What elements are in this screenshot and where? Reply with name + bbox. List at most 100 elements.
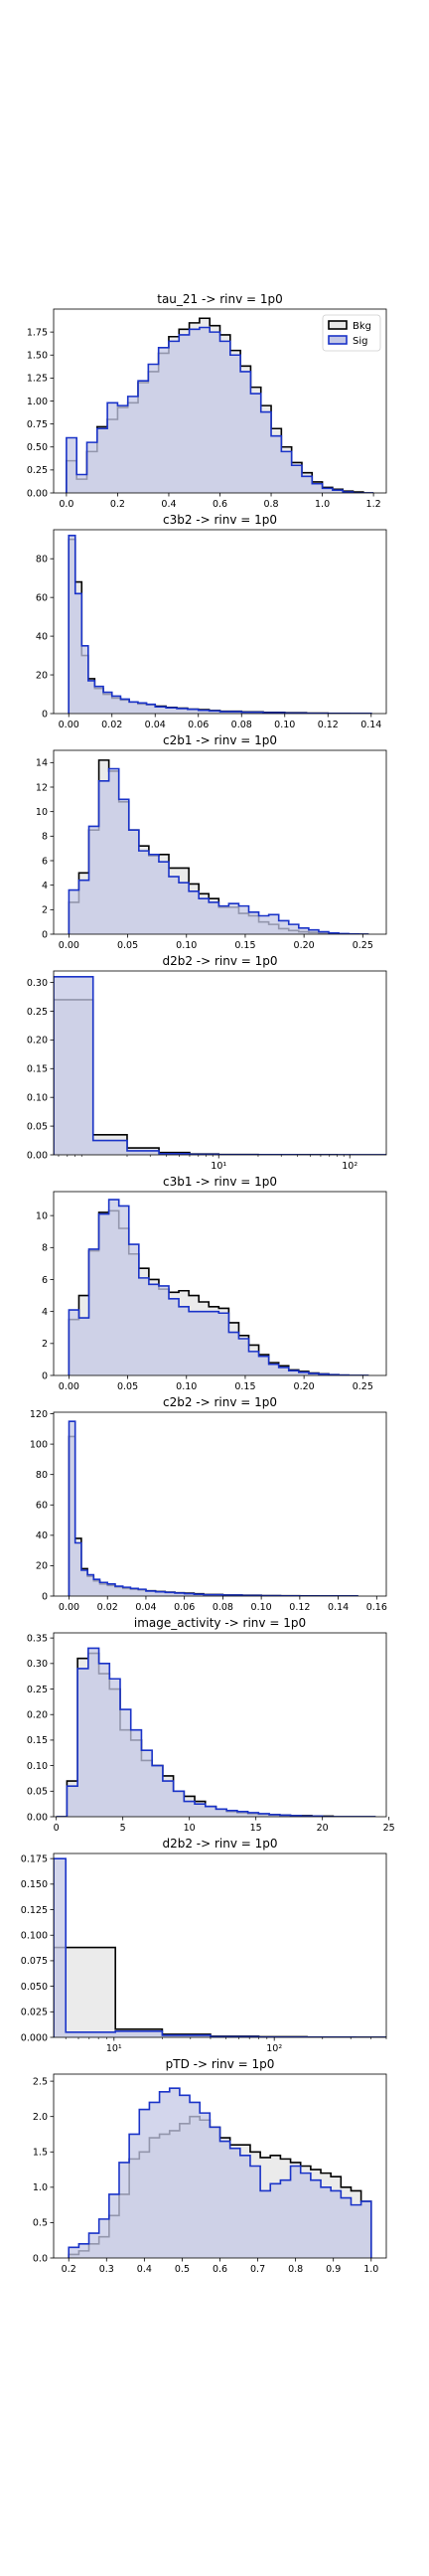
- histogram-panel-3: c2b1 -> rinv = 1p0 0.00 0.05 0.10 0.15 0.20 0.…: [36, 733, 387, 951]
- plot-area: [54, 975, 386, 1155]
- y-tick-label: 8: [42, 1243, 48, 1254]
- axes-frame: [53, 970, 387, 1156]
- x-tick-label: 0.10: [176, 940, 197, 951]
- series-fill-sig: [69, 768, 369, 934]
- x-tick-label: 0.14: [360, 720, 381, 730]
- y-tick-label: 0: [42, 1370, 48, 1381]
- axes-frame: [53, 1852, 387, 2038]
- y-tick-label: 0.025: [21, 2008, 48, 2018]
- y-tick-label: 1.50: [27, 351, 48, 362]
- y-tick-label: 40: [36, 631, 48, 642]
- x-tick-label: 0.08: [231, 720, 252, 730]
- x-tick-label: 0.12: [289, 1602, 310, 1613]
- series-line-sig: [54, 975, 386, 1155]
- x-tick-label: 0.04: [135, 1602, 156, 1613]
- x-tick-label: 0.02: [97, 1602, 118, 1613]
- x-tick-label: 0.10: [251, 1602, 272, 1613]
- y-tick-label: 0.15: [27, 1735, 48, 1746]
- x-tick-label: 0.10: [274, 720, 295, 730]
- y-tick-label: 2.5: [33, 2076, 48, 2087]
- plot-area: [68, 2087, 372, 2258]
- axes-frame: [53, 749, 387, 935]
- plot-area: [68, 1420, 358, 1596]
- y-tick-label: 2.0: [33, 2112, 48, 2123]
- series-fill-sig: [69, 1200, 369, 1375]
- y-tick-label: 80: [36, 555, 48, 565]
- x-tick-label: 0.4: [137, 2264, 152, 2275]
- series-line-sig: [68, 1199, 369, 1375]
- y-tick-label: 0.30: [27, 1659, 48, 1670]
- x-tick-label: 0.25: [353, 940, 373, 951]
- plot-area: [68, 1199, 369, 1375]
- y-tick-label: 0.35: [27, 1633, 48, 1644]
- x-tick-label: 10¹: [106, 2043, 122, 2054]
- y-tick-label: 0.050: [21, 1982, 48, 1993]
- chart-title: image_activity -> rinv = 1p0: [134, 1616, 306, 1630]
- y-tick-label: 0.10: [27, 1761, 48, 1772]
- y-tick-label: 8: [42, 832, 48, 843]
- series-fill-bkg: [54, 999, 386, 1155]
- x-tick-label: 0.7: [250, 2264, 265, 2275]
- chart-title: tau_21 -> rinv = 1p0: [157, 292, 283, 306]
- x-tick-label: 0.05: [117, 1381, 138, 1392]
- x-tick-label: 10²: [266, 2043, 282, 2054]
- y-tick-label: 0.00: [27, 1150, 48, 1161]
- chart-title: pTD -> rinv = 1p0: [166, 2057, 275, 2071]
- chart-title: d2b2 -> rinv = 1p0: [162, 954, 277, 968]
- y-tick-label: 14: [36, 758, 48, 769]
- y-tick-label: 1.5: [33, 2148, 48, 2159]
- series-line-sig: [68, 767, 369, 934]
- chart-title: c2b1 -> rinv = 1p0: [163, 733, 277, 747]
- plot-area: [68, 759, 369, 934]
- x-tick-label: 0.3: [99, 2264, 114, 2275]
- y-tick-label: 60: [36, 592, 48, 603]
- x-tick-label: 0.8: [288, 2264, 303, 2275]
- axes-frame: [53, 1411, 387, 1597]
- plot-area: [54, 1857, 386, 2037]
- y-tick-label: 6: [42, 856, 48, 867]
- histogram-panel-2: c3b2 -> rinv = 1p0 0.00 0.02 0.04 0.06 0.08 0.…: [36, 513, 387, 730]
- y-tick-label: 2: [42, 905, 48, 916]
- x-tick-label: 10²: [342, 1161, 358, 1172]
- y-tick-label: 0.00: [27, 1812, 48, 1823]
- chart-title: c3b2 -> rinv = 1p0: [163, 513, 277, 527]
- series-fill-sig: [69, 535, 371, 714]
- y-tick-label: 0.75: [27, 419, 48, 430]
- y-tick-label: 120: [30, 1409, 48, 1420]
- histogram-panel-5: c3b1 -> rinv = 1p0 0.00 0.05 0.10 0.15 0.20 0.…: [36, 1175, 387, 1392]
- y-tick-label: 1.25: [27, 374, 48, 385]
- axes-frame: [53, 529, 387, 715]
- x-tick-label: 15: [250, 1823, 262, 1834]
- x-tick-label: 0.14: [328, 1602, 349, 1613]
- y-tick-label: 0.100: [21, 1931, 48, 1942]
- y-tick-label: 0.20: [27, 1710, 48, 1721]
- x-tick-label: 0.02: [101, 720, 122, 730]
- y-tick-label: 0.25: [27, 465, 48, 476]
- histogram-panel-1: tau_21 -> rinv = 1p0 0.0 0.2 0.4 0.6 0.8 1.0 1.…: [27, 292, 387, 510]
- x-tick-label: 0.00: [59, 720, 79, 730]
- x-tick-label: 0: [54, 1823, 60, 1834]
- y-tick-label: 0.20: [27, 1036, 48, 1046]
- chart-title: c2b2 -> rinv = 1p0: [163, 1395, 277, 1409]
- x-tick-label: 0.00: [59, 1381, 79, 1392]
- series-line-sig: [56, 1647, 376, 1817]
- series-line-sig: [66, 326, 374, 493]
- legend-label-sig: Sig: [353, 336, 367, 347]
- legend-swatch-bkg: [328, 320, 348, 330]
- y-tick-label: 1.00: [27, 397, 48, 407]
- series-line-sig: [68, 2087, 372, 2258]
- y-tick-label: 0.25: [27, 1685, 48, 1695]
- y-tick-label: 0.10: [27, 1092, 48, 1103]
- y-tick-label: 40: [36, 1530, 48, 1541]
- x-tick-label: 0.15: [234, 1381, 255, 1392]
- y-tick-label: 0.150: [21, 1879, 48, 1890]
- x-tick-label: 0.15: [234, 940, 255, 951]
- x-tick-label: 0.0: [59, 499, 73, 510]
- y-tick-label: 0.50: [27, 442, 48, 453]
- y-tick-label: 0: [42, 709, 48, 720]
- legend-label-bkg: Bkg: [353, 321, 371, 332]
- x-tick-label: 0.25: [353, 1381, 373, 1392]
- series-line-bkg: [68, 1435, 358, 1596]
- series-line-bkg: [68, 538, 372, 714]
- series-line-sig: [68, 1420, 358, 1596]
